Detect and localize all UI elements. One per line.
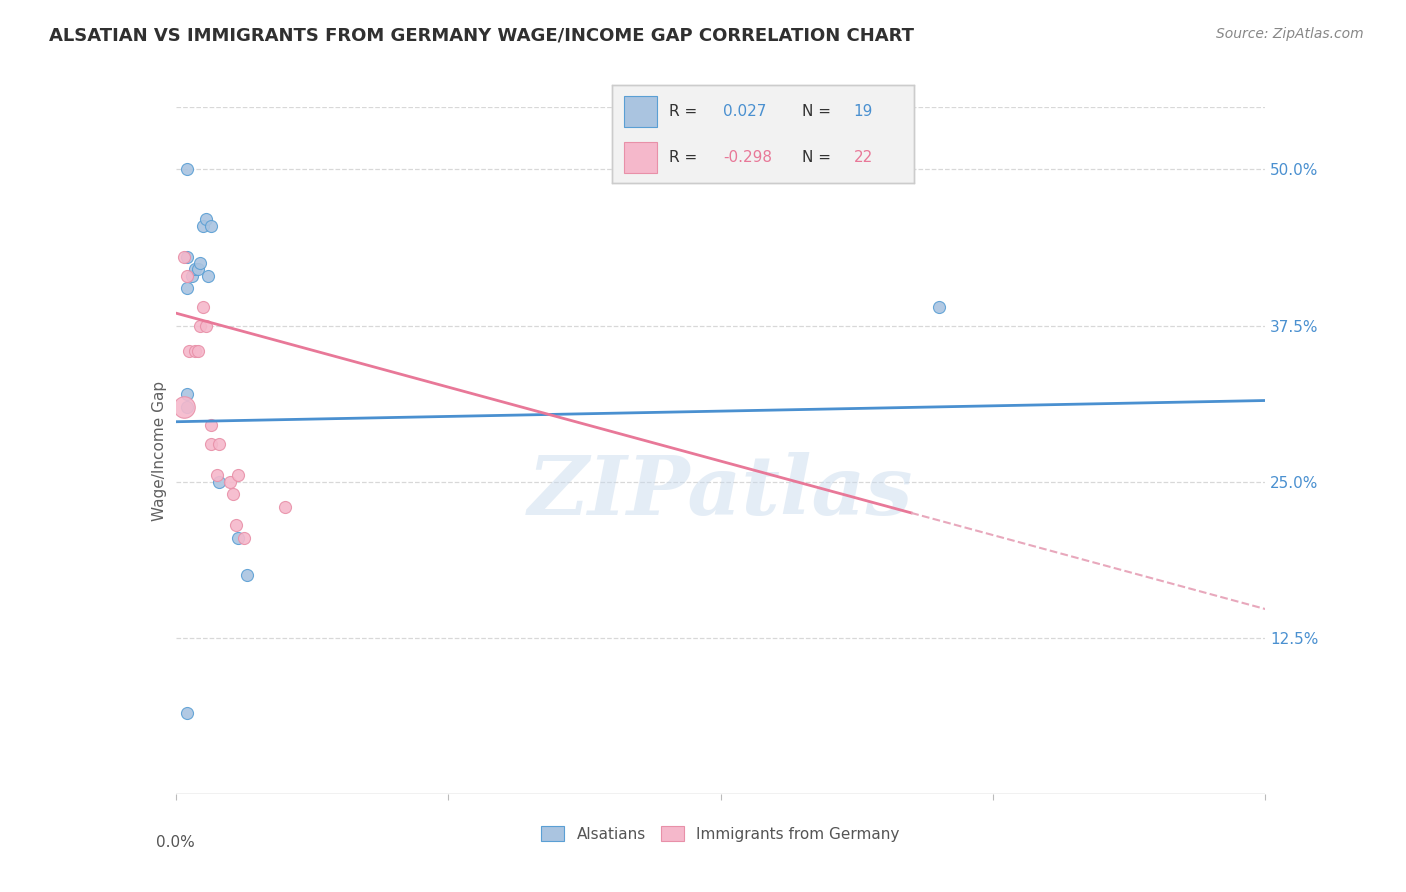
Point [208, 437, 231, 451]
Point [173, 250, 195, 264]
Point [232, 531, 254, 545]
Point [928, 300, 950, 314]
Point [225, 518, 247, 533]
Point [191, 219, 214, 233]
Point [194, 212, 217, 227]
Point [208, 475, 231, 489]
Point [228, 468, 250, 483]
Point [235, 568, 257, 582]
Point [176, 162, 198, 177]
Point [176, 268, 198, 283]
Legend: Alsatians, Immigrants from Germany: Alsatians, Immigrants from Germany [536, 821, 905, 848]
Y-axis label: Wage/Income Gap: Wage/Income Gap [152, 380, 167, 521]
FancyBboxPatch shape [624, 142, 657, 173]
Point [200, 219, 222, 233]
Point [176, 281, 198, 295]
Point [173, 400, 195, 414]
Point [222, 487, 245, 501]
Text: 0.027: 0.027 [724, 103, 766, 119]
Point [179, 343, 201, 358]
Point [197, 268, 219, 283]
Point [188, 256, 211, 270]
Point [188, 318, 211, 333]
Text: -0.298: -0.298 [724, 150, 772, 165]
Text: N =: N = [801, 150, 831, 165]
Point [176, 400, 198, 414]
Text: R =: R = [669, 103, 697, 119]
Text: Source: ZipAtlas.com: Source: ZipAtlas.com [1216, 27, 1364, 41]
Point [186, 343, 209, 358]
Text: N =: N = [801, 103, 831, 119]
Point [184, 343, 207, 358]
FancyBboxPatch shape [624, 95, 657, 127]
Point [200, 437, 222, 451]
Point [274, 500, 297, 514]
Point [191, 300, 214, 314]
Point [205, 468, 228, 483]
Text: ZIPatlas: ZIPatlas [527, 451, 914, 532]
Point [176, 387, 198, 401]
Point [186, 262, 209, 277]
Text: ALSATIAN VS IMMIGRANTS FROM GERMANY WAGE/INCOME GAP CORRELATION CHART: ALSATIAN VS IMMIGRANTS FROM GERMANY WAGE… [49, 27, 914, 45]
Point [219, 475, 242, 489]
Point [194, 318, 217, 333]
Point [176, 250, 198, 264]
Point [184, 262, 207, 277]
Text: 19: 19 [853, 103, 873, 119]
Point [181, 268, 204, 283]
Point [176, 706, 198, 720]
Text: 0.0%: 0.0% [156, 835, 195, 850]
Point [228, 531, 250, 545]
Point [200, 418, 222, 433]
Text: 22: 22 [853, 150, 873, 165]
Text: R =: R = [669, 150, 697, 165]
